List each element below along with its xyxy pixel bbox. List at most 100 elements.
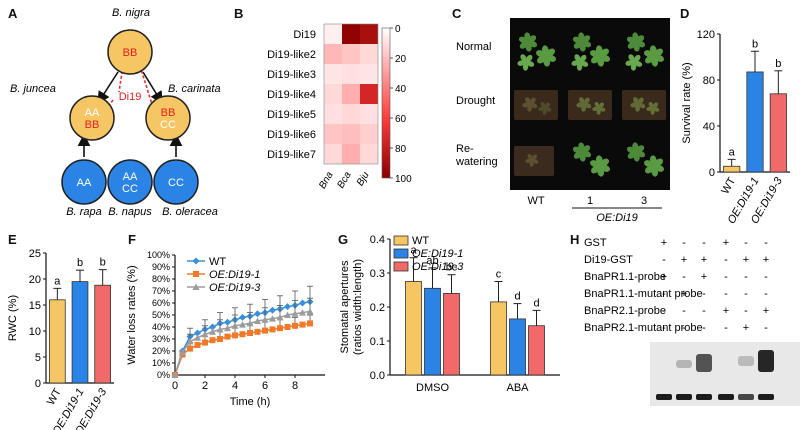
treatment-label: Re- — [456, 143, 474, 155]
series-oe-di19-1 — [172, 314, 313, 378]
plant-image — [576, 97, 592, 112]
panel-letter-f: F — [128, 232, 136, 247]
bar — [424, 287, 441, 376]
heatmap-cell — [342, 64, 360, 84]
plant-image — [626, 142, 646, 162]
emsa-mark: - — [764, 322, 768, 334]
heatmap-cell — [360, 44, 378, 64]
data-point — [299, 299, 306, 307]
emsa-row-label: GST — [584, 237, 607, 249]
heatmap-col-label: Bju — [355, 170, 372, 188]
data-point — [194, 342, 201, 348]
emsa-mark: + — [681, 254, 687, 266]
y-tick-label: 20 — [29, 274, 41, 286]
significance-letter: a — [54, 275, 61, 287]
emsa-mark: + — [763, 305, 769, 317]
data-point — [194, 334, 201, 341]
data-point — [299, 321, 306, 328]
emsa-mark: - — [724, 288, 728, 300]
data-point — [239, 313, 246, 321]
node-juncea — [69, 95, 115, 141]
emsa-mark: - — [744, 237, 748, 249]
data-point — [254, 328, 261, 335]
species-label-rapa: B. rapa — [66, 206, 101, 218]
emsa-gel-panel: GST + - - + - -Di19-GST - + + - + +BnaPR1.1-probe+ - +… — [584, 237, 800, 406]
x-axis-label: Time (h) — [230, 396, 271, 408]
plant-image — [626, 32, 646, 52]
plant-image — [630, 97, 646, 112]
heatmap-cell — [324, 104, 342, 124]
data-point — [202, 339, 208, 346]
colorbar-tick: 40 — [395, 84, 407, 95]
y-tick-label: 0.4 — [370, 234, 385, 246]
plant-image — [625, 54, 643, 71]
series-oe-di19-3 — [171, 297, 314, 378]
data-point — [194, 329, 201, 337]
x-tick-label: 4 — [232, 380, 238, 392]
heatmap-cell — [324, 124, 342, 144]
colorbar-tick: 80 — [395, 144, 407, 155]
oe-di19-group-label: OE:Di19 — [596, 212, 638, 224]
y-tick-label: 90% — [152, 262, 170, 272]
data-point — [224, 324, 231, 332]
heatmap-cell — [342, 104, 360, 124]
x-tick-label: 0 — [172, 380, 178, 392]
plant-image — [592, 101, 606, 115]
y-tick-label: 40% — [152, 322, 170, 332]
emsa-mark: - — [702, 237, 706, 249]
genotype-label: WT — [527, 195, 544, 207]
heatmap-cell — [324, 44, 342, 64]
genome-label: CC — [122, 183, 138, 195]
heatmap-row-label: Di19 — [293, 29, 316, 41]
colorbar-tick: 100 — [395, 174, 412, 185]
species-label-napus: B. napus — [108, 206, 152, 218]
plant-image — [572, 142, 592, 162]
y-tick-label: 0.1 — [370, 336, 385, 348]
treatment-label: Normal — [456, 41, 491, 53]
node-carinata — [145, 95, 191, 141]
legend-label: WT — [412, 235, 429, 247]
significance-letter: d — [533, 297, 539, 309]
genome-label: AA — [77, 177, 92, 189]
heatmap-cell — [342, 144, 360, 164]
data-point — [262, 327, 268, 334]
plant-image — [522, 97, 538, 112]
heatmap-cell — [324, 84, 342, 104]
data-point — [186, 337, 194, 345]
significance-letter: a — [410, 245, 417, 257]
legend-label: OE:Di19-3 — [412, 261, 464, 273]
significance-letter: b — [100, 257, 106, 269]
data-point — [209, 337, 216, 344]
heatmap-colorbar — [381, 27, 391, 179]
legend-label: WT — [209, 256, 226, 268]
emsa-mark: - — [744, 288, 748, 300]
heatmap-col-label: Bca — [335, 170, 353, 191]
emsa-row-label: BnaPR1.1-mutant probe — [584, 288, 703, 300]
y-tick-label: 80% — [152, 274, 170, 284]
y-tick-label: 100% — [147, 250, 170, 260]
y-tick-label: 0.0 — [370, 370, 385, 382]
data-point — [247, 330, 253, 336]
genome-label: AA — [85, 107, 100, 119]
gel-band — [758, 394, 774, 400]
bar — [49, 299, 66, 384]
plant-image — [525, 153, 539, 167]
significance-letter: ab — [426, 255, 438, 267]
data-point — [216, 325, 224, 333]
legend-label: OE:Di19-3 — [209, 282, 261, 294]
emsa-mark: + — [661, 271, 667, 283]
genotype-label: 3 — [641, 195, 647, 207]
data-point — [217, 336, 223, 342]
data-point — [269, 326, 276, 333]
plant-image — [643, 45, 665, 67]
panel-letter-b: B — [234, 6, 244, 21]
y-tick-label: 5 — [35, 352, 41, 364]
data-point — [284, 324, 291, 330]
plant-image — [518, 32, 538, 52]
y-tick-label: 30% — [152, 334, 170, 344]
genome-label: BB — [123, 47, 138, 59]
heatmap-row-label: Di19-like4 — [267, 89, 316, 101]
plant-phenotype-photos: Normal Drought Re-watering WT 1 3OE:Di19 — [455, 18, 670, 224]
y-axis-label: Stomatal apertures — [339, 260, 351, 353]
